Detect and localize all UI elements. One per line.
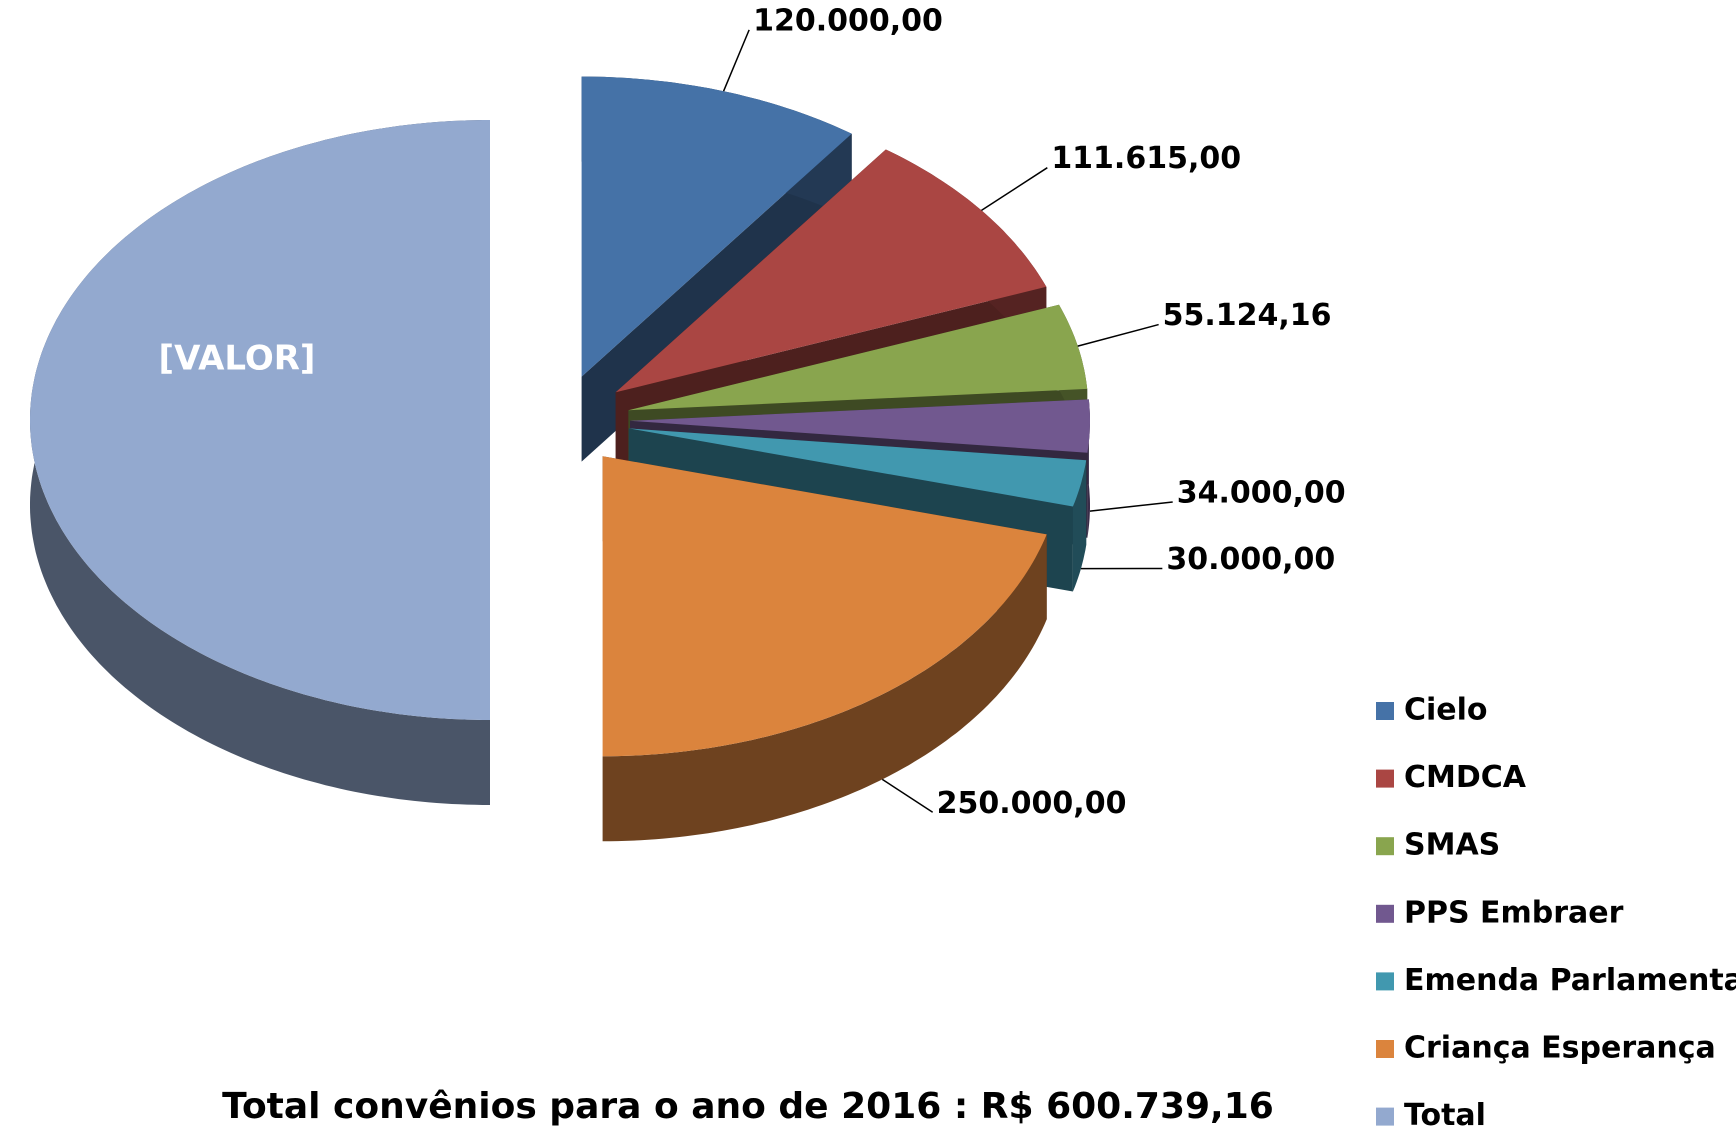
data-label: [VALOR] bbox=[159, 339, 316, 379]
slice-top bbox=[602, 456, 1047, 757]
leader-line bbox=[1089, 501, 1173, 512]
slice bbox=[30, 120, 490, 805]
data-label: 30.000,00 bbox=[1166, 542, 1335, 577]
data-label: 250.000,00 bbox=[937, 786, 1127, 821]
slice-top bbox=[615, 149, 1047, 393]
legend-swatch bbox=[1376, 904, 1394, 923]
legend-swatch bbox=[1376, 769, 1394, 788]
legend-swatch bbox=[1376, 972, 1394, 991]
data-label: 55.124,16 bbox=[1163, 298, 1332, 333]
slice-wall bbox=[602, 534, 1047, 842]
chart-title: Total convênios para o ano de 2016 : R$ … bbox=[222, 1086, 1274, 1127]
slice-wall bbox=[1072, 460, 1087, 592]
leader-line bbox=[722, 29, 750, 92]
slice bbox=[602, 456, 1047, 842]
leader-line bbox=[1077, 323, 1159, 347]
leader-line bbox=[981, 167, 1048, 212]
legend-swatch bbox=[1376, 702, 1394, 720]
data-label: 111.615,00 bbox=[1051, 141, 1241, 176]
slice-top bbox=[30, 120, 490, 720]
leader-line bbox=[881, 778, 934, 813]
legend-swatch bbox=[1376, 837, 1394, 856]
legend-swatch bbox=[1376, 1107, 1394, 1126]
legend-label: CMDCA bbox=[1404, 760, 1527, 795]
data-label: 34.000,00 bbox=[1177, 476, 1346, 511]
legend-label: Emenda Parlamentar bbox=[1404, 963, 1736, 998]
slice-top bbox=[581, 76, 852, 377]
legend-label: PPS Embraer bbox=[1404, 895, 1624, 930]
legend-label: SMAS bbox=[1404, 828, 1500, 863]
slice-top bbox=[628, 304, 1088, 411]
legend-swatch bbox=[1376, 1040, 1394, 1058]
slice-top bbox=[628, 428, 1087, 507]
legend-label: Criança Esperança bbox=[1404, 1031, 1716, 1066]
data-label: 120.000,00 bbox=[753, 3, 943, 38]
legend-label: Total bbox=[1404, 1098, 1486, 1130]
slice-top bbox=[630, 399, 1090, 453]
legend-label: Cielo bbox=[1404, 693, 1488, 728]
